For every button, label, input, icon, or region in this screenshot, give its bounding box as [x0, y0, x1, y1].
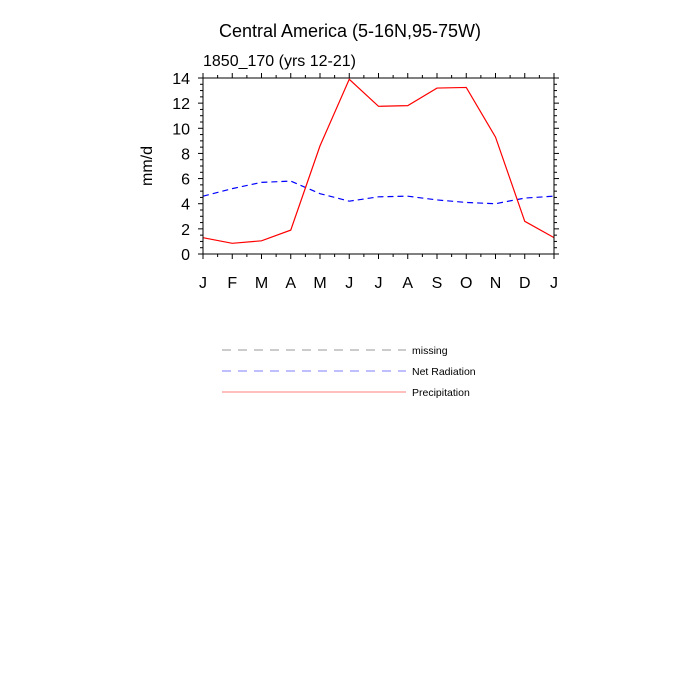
axis-ticks: [198, 73, 559, 259]
legend-label: Precipitation: [412, 387, 470, 399]
x-tick-label: S: [432, 275, 443, 292]
x-tick-label: J: [345, 275, 353, 292]
x-tick-label: D: [519, 275, 531, 292]
y-tick-labels: 0 2 4 6 8 10 12 14: [172, 71, 190, 264]
y-tick-label: 4: [181, 197, 190, 214]
x-tick-label: F: [227, 275, 237, 292]
y-tick-label: 6: [181, 172, 190, 189]
y-axis-label: mm/d: [139, 146, 156, 186]
y-tick-label: 0: [181, 247, 190, 264]
x-tick-label: J: [550, 275, 558, 292]
x-tick-label: J: [375, 275, 383, 292]
x-tick-label: A: [285, 275, 296, 292]
x-tick-label: J: [199, 275, 207, 292]
y-tick-label: 8: [181, 146, 190, 163]
plot-frame: [202, 77, 555, 255]
y-tick-label: 10: [172, 121, 190, 138]
x-tick-label: N: [490, 275, 502, 292]
series-line-precipitation: [202, 78, 555, 244]
chart-subtitle: 1850_170 (yrs 12-21): [203, 53, 356, 70]
legend-label: missing: [412, 345, 448, 357]
x-tick-label: A: [402, 275, 413, 292]
y-tick-label: 2: [181, 222, 190, 239]
chart-title: Central America (5-16N,95-75W): [219, 21, 481, 41]
x-tick-label: O: [460, 275, 472, 292]
x-tick-label: M: [255, 275, 268, 292]
x-tick-label: M: [313, 275, 326, 292]
y-tick-label: 12: [172, 96, 190, 113]
legend: missing Net Radiation Precipitation: [222, 345, 476, 399]
legend-label: Net Radiation: [412, 366, 476, 378]
y-tick-label: 14: [172, 71, 190, 88]
plot-lines: [202, 78, 555, 244]
series-line-net-radiation: [202, 180, 555, 205]
